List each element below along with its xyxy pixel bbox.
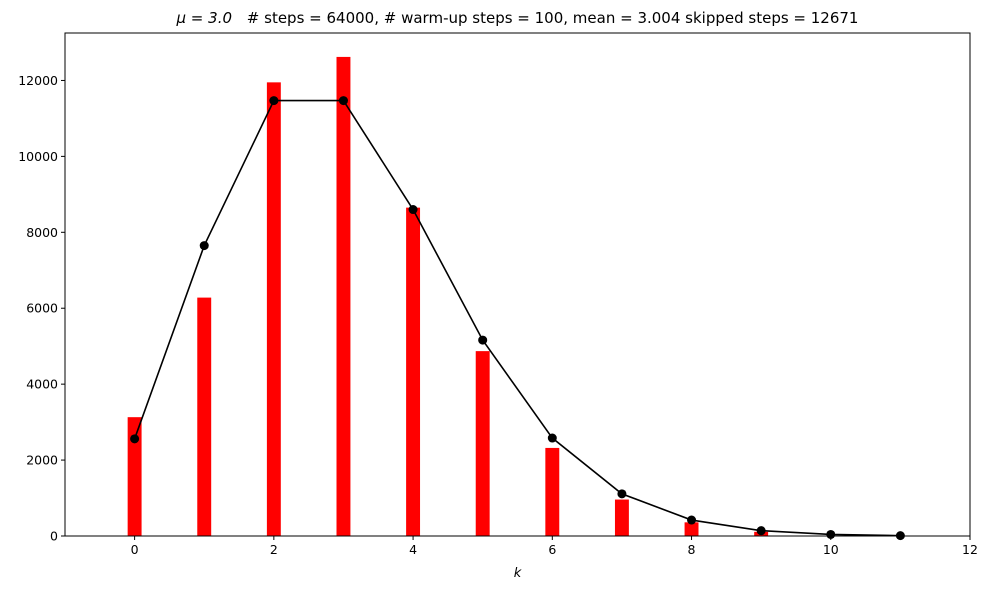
- line-point: [687, 515, 697, 525]
- y-tick-label: 6000: [26, 301, 58, 316]
- x-axis-label: k: [514, 566, 522, 581]
- bar: [336, 56, 351, 536]
- x-tick-label: 2: [270, 542, 278, 557]
- line-series: [130, 96, 905, 541]
- line-point: [617, 489, 627, 499]
- line-point: [756, 526, 766, 536]
- chart-title-text: # steps = 64000, # warm-up steps = 100, …: [247, 9, 859, 27]
- bar: [614, 499, 629, 536]
- line-point: [199, 241, 209, 251]
- x-axis: 0 2 4 6 8 10 12: [131, 536, 978, 557]
- x-tick-label: 10: [823, 542, 839, 557]
- line-point: [547, 433, 557, 443]
- x-tick-label: 0: [131, 542, 139, 557]
- plot-frame: [64, 32, 971, 537]
- x-tick-label: 6: [548, 542, 556, 557]
- line-point: [826, 529, 836, 539]
- bar: [475, 351, 490, 536]
- x-tick-label: 4: [409, 542, 417, 557]
- bar: [197, 297, 212, 536]
- line-point: [269, 96, 279, 106]
- y-axis: 0 2000 4000 6000 8000 10000 12000: [18, 73, 65, 544]
- x-tick-label: 8: [688, 542, 696, 557]
- bar: [127, 417, 142, 536]
- bar: [266, 82, 281, 536]
- y-tick-label: 0: [50, 529, 58, 544]
- chart-title-mu: μ = 3.0: [176, 9, 233, 27]
- line-point: [338, 96, 348, 106]
- bar: [684, 522, 699, 536]
- chart-title: μ = 3.0 # steps = 64000, # warm-up steps…: [176, 9, 859, 27]
- line-path: [133, 99, 901, 537]
- y-tick-label: 8000: [26, 225, 58, 240]
- bar: [406, 207, 421, 537]
- y-tick-label: 4000: [26, 377, 58, 392]
- y-tick-label: 12000: [18, 73, 58, 88]
- x-tick-label: 12: [962, 542, 978, 557]
- bar-series: [127, 56, 769, 537]
- line-point: [130, 434, 140, 444]
- line-point: [478, 335, 488, 345]
- y-tick-label: 10000: [18, 149, 58, 164]
- line-point: [408, 205, 418, 215]
- y-tick-label: 2000: [26, 453, 58, 468]
- bar: [545, 447, 560, 536]
